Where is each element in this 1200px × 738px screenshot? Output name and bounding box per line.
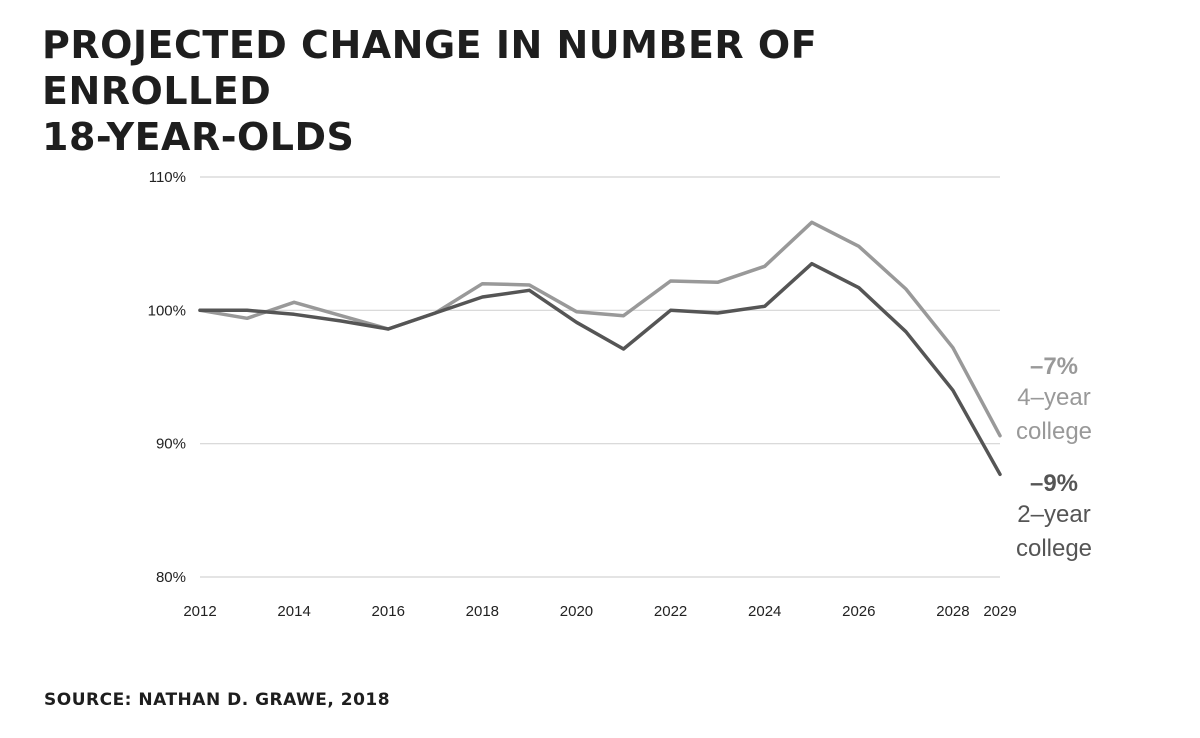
x-tick-label: 2024 [748, 603, 781, 620]
end-label-line2-4-year-college: college [1016, 418, 1092, 445]
x-tick-label: 2029 [983, 603, 1016, 620]
y-tick-label: 80% [156, 569, 186, 586]
x-tick-label: 2012 [183, 603, 216, 620]
chart-title: PROJECTED CHANGE IN NUMBER OF ENROLLED 1… [42, 22, 1042, 160]
end-label-pct-2-year-college: –9% [1030, 470, 1078, 497]
y-tick-label: 110% [149, 169, 186, 186]
end-label-line1-2-year-college: 2–year [1017, 501, 1090, 528]
x-tick-label: 2022 [654, 603, 687, 620]
end-label-line2-2-year-college: college [1016, 535, 1092, 562]
x-tick-label: 2016 [372, 603, 405, 620]
y-tick-label: 90% [156, 436, 186, 453]
y-tick-label: 100% [148, 302, 186, 319]
end-label-pct-4-year-college: –7% [1030, 353, 1078, 380]
x-tick-label: 2026 [842, 603, 875, 620]
chart-title-line-1: PROJECTED CHANGE IN NUMBER OF ENROLLED [42, 23, 818, 113]
chart-title-line-2: 18-YEAR-OLDS [42, 115, 355, 159]
end-label-line1-4-year-college: 4–year [1017, 384, 1090, 411]
series-line-4-year-college [198, 220, 1002, 438]
x-tick-label: 2028 [936, 603, 969, 620]
source-note: SOURCE: NATHAN D. GRAWE, 2018 [44, 690, 391, 710]
series-line-2-year-college [198, 261, 1002, 477]
x-tick-label: 2014 [277, 603, 310, 620]
x-tick-label: 2018 [466, 603, 499, 620]
x-tick-label: 2020 [560, 603, 593, 620]
